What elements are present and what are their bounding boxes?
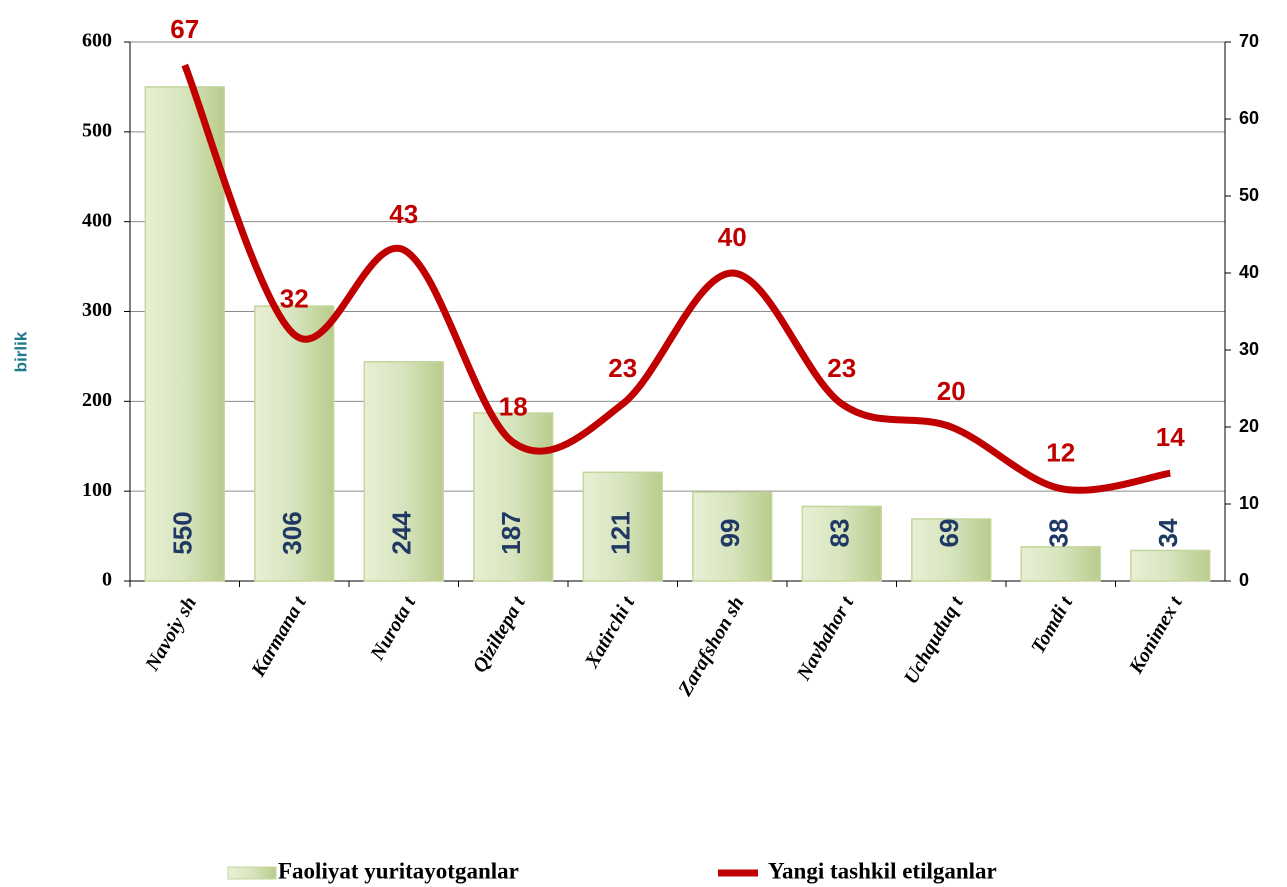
y-tick-label: 500 xyxy=(82,119,112,141)
bar xyxy=(911,518,992,582)
y-tick-label: 100 xyxy=(82,479,112,501)
bar-value-label: 187 xyxy=(496,511,526,554)
line-value-label: 67 xyxy=(170,14,199,44)
y2-tick-label: 20 xyxy=(1239,416,1259,436)
y-tick-label: 400 xyxy=(82,209,112,231)
y2-tick-label: 60 xyxy=(1239,108,1259,128)
bar xyxy=(363,361,444,582)
legend-label: Yangi tashkil etilganlar xyxy=(768,858,997,883)
line-value-label: 43 xyxy=(389,199,418,229)
y2-tick-label: 40 xyxy=(1239,262,1259,282)
line-value-label: 32 xyxy=(280,283,309,313)
x-tick-label: Uchquduq t xyxy=(900,592,968,688)
bar-value-label: 121 xyxy=(606,511,636,554)
bar xyxy=(801,505,882,582)
bar xyxy=(144,86,225,582)
line-value-label: 40 xyxy=(718,222,747,252)
bar-value-label: 83 xyxy=(825,519,855,548)
x-tick-label: Nurota t xyxy=(366,592,421,665)
bar xyxy=(582,471,663,582)
y-tick-label: 200 xyxy=(82,389,112,411)
bar xyxy=(692,491,773,582)
line-value-label: 20 xyxy=(937,376,966,406)
y2-tick-label: 10 xyxy=(1239,493,1259,513)
y2-tick-label: 30 xyxy=(1239,339,1259,359)
bar xyxy=(254,305,335,582)
y-tick-label: 600 xyxy=(82,30,112,52)
legend-swatch xyxy=(227,866,277,880)
bar xyxy=(1020,546,1101,582)
line-value-label: 12 xyxy=(1046,437,1075,467)
line-value-label: 18 xyxy=(499,391,528,421)
x-tick-label: Xatirchi t xyxy=(580,592,639,673)
line-value-label: 23 xyxy=(608,353,637,383)
legend-label: Faoliyat yuritayotganlar xyxy=(278,858,519,883)
x-tick-label: Karmana t xyxy=(247,592,311,682)
y-axis-title: birlik xyxy=(11,331,30,372)
x-tick-label: Navoiy sh xyxy=(141,593,201,676)
x-tick-label: Tomdi t xyxy=(1027,592,1078,658)
x-tick-label: Qiziltepa t xyxy=(469,592,531,677)
bar-value-label: 69 xyxy=(934,519,964,548)
bar-value-label: 244 xyxy=(387,511,417,555)
y2-tick-label: 0 xyxy=(1239,570,1249,590)
line-value-label: 23 xyxy=(827,353,856,383)
bar-value-label: 38 xyxy=(1044,519,1074,548)
y2-tick-label: 50 xyxy=(1239,185,1259,205)
x-tick-label: Konimex t xyxy=(1124,592,1187,679)
y2-tick-label: 70 xyxy=(1239,31,1259,51)
bar-value-label: 550 xyxy=(168,511,198,554)
x-tick-label: Navbahor t xyxy=(792,592,859,685)
bar-value-label: 34 xyxy=(1153,518,1183,547)
y-tick-label: 0 xyxy=(102,569,112,591)
y-tick-label: 300 xyxy=(82,299,112,321)
line xyxy=(181,63,1171,494)
x-tick-label: Zarafshon sh xyxy=(674,593,749,701)
bar xyxy=(1130,549,1211,582)
bar-value-label: 306 xyxy=(277,511,307,554)
line-value-label: 14 xyxy=(1156,422,1185,452)
bar-value-label: 99 xyxy=(715,519,745,548)
